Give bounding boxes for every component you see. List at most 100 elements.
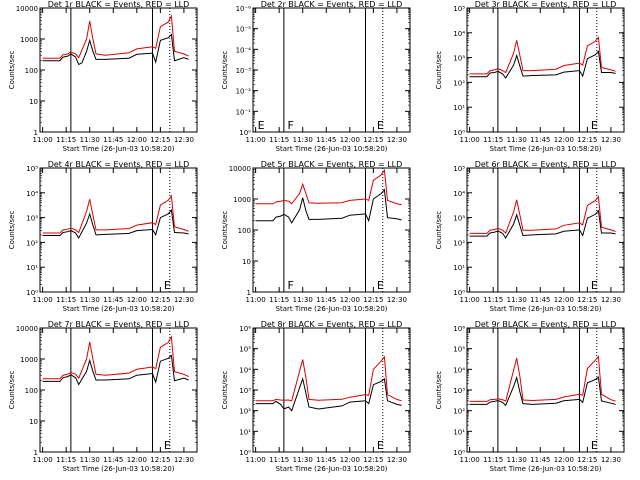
x-tick-label: 12:15 (363, 456, 383, 464)
x-tick-label: 11:30 (80, 456, 100, 464)
y-axis-title: Counts/sec (221, 371, 229, 410)
y-tick-label: 10¹ (26, 264, 38, 272)
plot-frame (39, 327, 198, 453)
x-axis-title: Start Time (26-Jun-03 10:58:20) (63, 145, 175, 153)
flag-annotation: E (591, 279, 598, 292)
x-tick-label: 11:00 (33, 456, 53, 464)
x-tick-label: 11:00 (460, 136, 480, 144)
x-axis-title: Start Time (26-Jun-03 10:58:20) (490, 305, 602, 313)
plot-frame (39, 7, 198, 133)
y-tick-label: 10000 (16, 5, 38, 13)
x-tick-label: 12:15 (150, 136, 170, 144)
y-axis-title: Counts/sec (8, 51, 16, 90)
x-tick-label: 12:30 (387, 296, 407, 304)
x-tick-label: 11:15 (483, 136, 503, 144)
x-tick-label: 12:00 (340, 136, 360, 144)
y-tick-label: 10⁻² (236, 88, 252, 96)
y-tick-label: 10¹ (239, 428, 251, 436)
y-tick-label: 100 (25, 387, 38, 395)
x-tick-label: 11:30 (293, 456, 313, 464)
x-tick-label: 11:30 (507, 456, 527, 464)
x-tick-label: 12:30 (387, 456, 407, 464)
panel-title: Det 1r BLACK = Events, RED = LLD (48, 0, 190, 9)
y-tick-label: 10⁻¹ (236, 108, 252, 116)
flag-annotation: E (591, 119, 598, 132)
y-tick-label: 1 (247, 289, 251, 297)
x-axis-title: Start Time (26-Jun-03 10:58:20) (490, 145, 602, 153)
x-tick-label: 11:45 (103, 136, 123, 144)
x-tick-label: 11:00 (460, 456, 480, 464)
x-tick-label: 12:00 (127, 136, 147, 144)
x-tick-label: 11:00 (246, 296, 266, 304)
y-tick-label: 10⁰ (453, 449, 465, 457)
y-tick-label: 10¹ (453, 428, 465, 436)
x-tick-label: 11:45 (103, 296, 123, 304)
y-tick-label: 10⁶ (453, 325, 465, 333)
x-tick-label: 11:15 (56, 136, 76, 144)
x-tick-label: 11:45 (103, 456, 123, 464)
flag-annotation: F (287, 279, 293, 292)
y-tick-label: 10⁴ (453, 30, 465, 38)
x-tick-label: 12:30 (174, 456, 194, 464)
events-series-line (255, 188, 402, 224)
panel-title: Det 5r BLACK = Events, RED = LLD (261, 160, 403, 169)
lld-series-line (42, 14, 189, 59)
x-tick-label: 11:45 (530, 296, 550, 304)
lld-series-line (255, 168, 402, 206)
y-tick-label: 10⁵ (26, 165, 38, 173)
y-tick-label: 10⁵ (239, 346, 251, 354)
x-tick-label: 11:45 (316, 456, 336, 464)
plot-frame (252, 7, 411, 133)
x-tick-label: 11:15 (483, 296, 503, 304)
flag-annotation: E (258, 119, 265, 132)
y-axis-title: Counts/sec (221, 211, 229, 250)
y-tick-label: 10³ (453, 387, 465, 395)
flag-annotation: E (377, 119, 384, 132)
panel-9: Det 9r BLACK = Events, RED = LLD 10⁰ 10¹ 10… (435, 320, 625, 473)
y-tick-label: 10 (29, 418, 38, 426)
x-tick-label: 11:15 (269, 456, 289, 464)
x-tick-label: 12:00 (554, 296, 574, 304)
y-axis-title: Counts/sec (221, 51, 229, 90)
events-series-line (42, 208, 189, 240)
x-tick-label: 12:15 (363, 136, 383, 144)
events-series-line (255, 376, 402, 412)
y-tick-label: 10⁶ (239, 325, 251, 333)
x-tick-label: 11:00 (246, 456, 266, 464)
x-tick-label: 11:30 (80, 136, 100, 144)
flag-annotation: E (591, 439, 598, 452)
y-tick-label: 10² (26, 239, 38, 247)
x-tick-label: 11:15 (269, 296, 289, 304)
x-tick-label: 12:30 (601, 136, 621, 144)
x-tick-label: 12:00 (127, 456, 147, 464)
x-axis-title: Start Time (26-Jun-03 10:58:20) (63, 305, 175, 313)
lld-series-line (469, 355, 616, 402)
x-tick-label: 11:15 (56, 456, 76, 464)
x-tick-label: 12:30 (174, 136, 194, 144)
y-tick-label: 10⁴ (453, 190, 465, 198)
y-tick-label: 10⁰ (239, 129, 251, 137)
flag-annotation: E (377, 279, 384, 292)
y-tick-label: 1000 (20, 36, 38, 44)
x-tick-label: 11:30 (507, 136, 527, 144)
y-tick-label: 10⁵ (453, 5, 465, 13)
x-tick-label: 11:45 (316, 136, 336, 144)
x-tick-label: 11:45 (530, 136, 550, 144)
y-tick-label: 10¹ (453, 104, 465, 112)
y-tick-label: 10⁵ (453, 346, 465, 354)
y-tick-label: 10¹ (453, 264, 465, 272)
events-series-line (469, 375, 616, 407)
panel-title: Det 3r BLACK = Events, RED = LLD (475, 0, 617, 9)
panel-4: Det 4r BLACK = Events, RED = LLD 10⁰ 10¹ 10… (8, 160, 198, 313)
panel-8: Det 8r BLACK = Events, RED = LLD 10⁰ 10¹ 10… (221, 320, 411, 473)
y-axis-title: Counts/sec (8, 211, 16, 250)
y-tick-label: 10² (453, 79, 465, 87)
plot-frame (466, 167, 625, 293)
y-tick-label: 10² (453, 408, 465, 416)
y-tick-label: 10³ (26, 215, 38, 223)
y-tick-label: 10² (453, 239, 465, 247)
x-tick-label: 12:00 (340, 456, 360, 464)
x-tick-label: 11:45 (316, 296, 336, 304)
y-axis-title: Counts/sec (8, 371, 16, 410)
panel-6: Det 6r BLACK = Events, RED = LLD 10⁰ 10¹ 10… (435, 160, 625, 313)
